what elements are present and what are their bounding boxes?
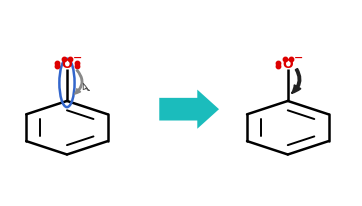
FancyArrowPatch shape — [292, 69, 300, 93]
Text: O: O — [62, 58, 72, 71]
FancyArrowPatch shape — [75, 70, 83, 94]
Text: −: − — [294, 53, 303, 63]
Text: −: − — [73, 53, 83, 63]
Polygon shape — [159, 90, 219, 129]
Polygon shape — [83, 83, 89, 90]
Text: O: O — [282, 58, 293, 71]
